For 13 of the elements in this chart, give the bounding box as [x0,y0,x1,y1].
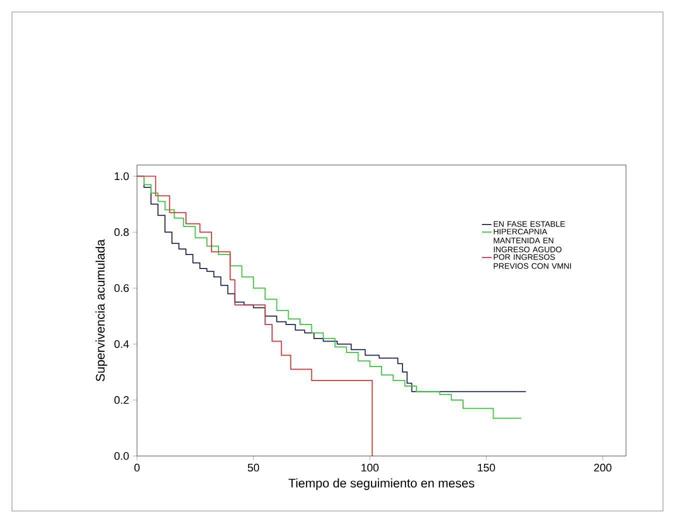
y-tick-label: 0.6 [114,284,129,292]
y-tick-label: 0.4 [114,340,129,348]
y-axis-title: Supervivencia acumulada [96,239,108,382]
x-tick-label: 150 [478,464,495,472]
y-tick-label: 1.0 [114,172,129,180]
x-axis-title: Tiempo de seguimiento en meses [288,478,474,490]
x-tick-label: 100 [362,464,379,472]
x-tick-label: 50 [248,464,260,472]
y-tick-label: 0.0 [114,452,129,460]
x-tick-label: 0 [134,464,140,472]
x-tick-label: 200 [594,464,612,472]
y-tick-label: 0.8 [114,228,129,236]
y-tick-label: 0.2 [114,396,129,404]
